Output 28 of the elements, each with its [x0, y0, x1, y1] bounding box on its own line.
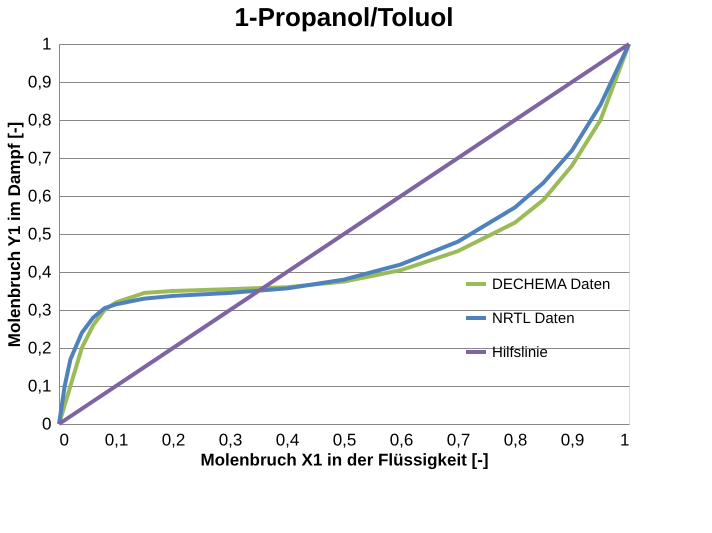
x-tick-label: 0,6 — [390, 430, 414, 450]
y-tick-label: 0 — [42, 414, 52, 434]
chart-title: 1-Propanol/Toluol — [234, 2, 454, 32]
x-tick-label: 0,2 — [162, 430, 186, 450]
y-tick-label: 0,8 — [28, 110, 52, 130]
x-axis-title: Molenbruch X1 in der Flüssigkeit [-] — [200, 450, 489, 470]
legend-label: DECHEMA Daten — [492, 276, 610, 293]
x-tick-label: 1 — [620, 430, 630, 450]
y-tick-label: 1 — [42, 34, 52, 54]
x-tick-label: 0,8 — [504, 430, 528, 450]
x-tick-label: 0,1 — [104, 430, 128, 450]
y-tick-label: 0,2 — [28, 338, 52, 358]
y-tick-label: 0,3 — [28, 300, 52, 320]
y-axis-title: Molenbruch Y1 im Dampf [-] — [4, 122, 24, 348]
y-tick-label: 0,1 — [28, 376, 52, 396]
x-tick-label: 0,4 — [276, 430, 300, 450]
legend-label: Hilfslinie — [492, 344, 548, 361]
x-tick-label: 0,3 — [218, 430, 242, 450]
y-tick-label: 0,4 — [28, 262, 52, 282]
y-tick-label: 0,5 — [28, 224, 52, 244]
x-tick-label: 0 — [60, 430, 69, 450]
y-tick-label: 0,6 — [28, 186, 52, 206]
x-tick-label: 0,5 — [332, 430, 356, 450]
legend-label: NRTL Daten — [492, 310, 575, 327]
x-tick-label: 0,7 — [446, 430, 470, 450]
y-tick-label: 0,9 — [28, 72, 52, 92]
y-tick-label: 0,7 — [28, 148, 52, 168]
x-tick-label: 0,9 — [560, 430, 584, 450]
